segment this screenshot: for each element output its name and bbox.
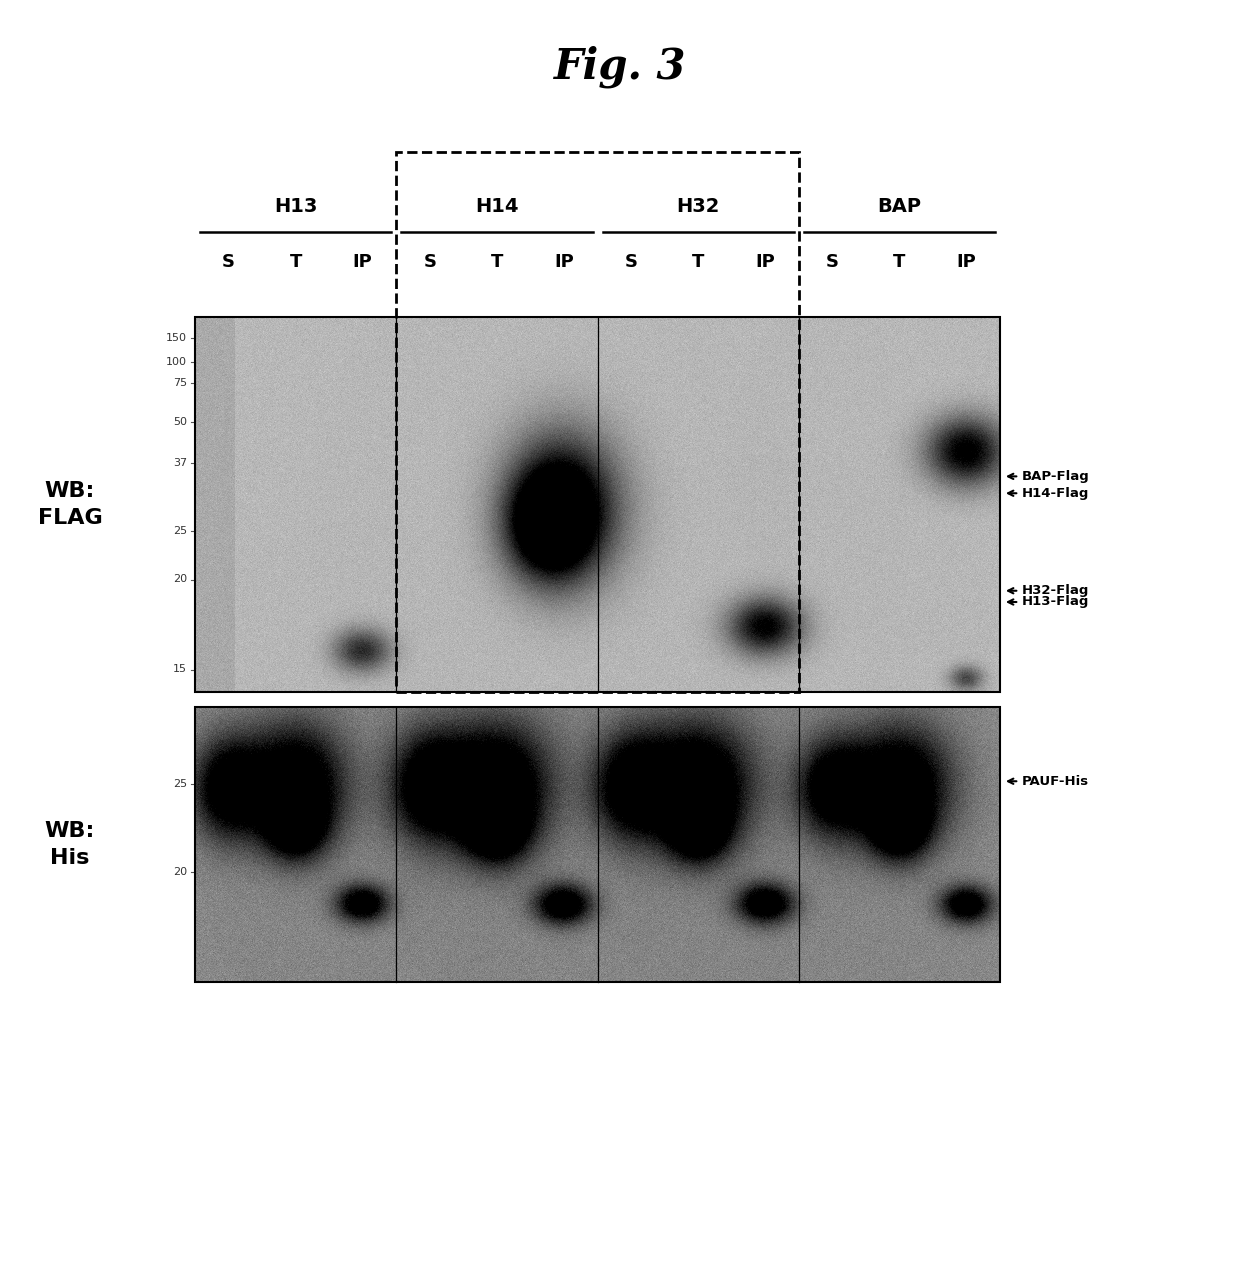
Text: H32: H32 [677, 197, 719, 216]
Text: IP: IP [755, 254, 775, 272]
Text: S: S [423, 254, 436, 272]
Text: H32-Flag: H32-Flag [1008, 584, 1090, 597]
Text: H14: H14 [475, 197, 518, 216]
Text: 100: 100 [166, 356, 187, 367]
Text: IP: IP [554, 254, 574, 272]
Text: 50: 50 [174, 417, 187, 427]
Text: WB:
FLAG: WB: FLAG [37, 481, 103, 528]
Text: S: S [826, 254, 838, 272]
Text: PAUF-His: PAUF-His [1008, 775, 1089, 788]
Text: S: S [625, 254, 637, 272]
Text: T: T [893, 254, 905, 272]
Text: 25: 25 [172, 779, 187, 789]
Text: 75: 75 [172, 377, 187, 387]
Text: H13: H13 [274, 197, 317, 216]
Text: IP: IP [956, 254, 976, 272]
Text: Fig. 3: Fig. 3 [554, 46, 686, 89]
Text: BAP-Flag: BAP-Flag [1008, 470, 1090, 483]
Text: T: T [692, 254, 704, 272]
Bar [195, 707, 999, 982]
Text: S: S [222, 254, 236, 272]
Text: 20: 20 [172, 574, 187, 584]
Text: 15: 15 [174, 664, 187, 674]
Text: IP: IP [353, 254, 372, 272]
Bar [397, 152, 799, 692]
Text: 150: 150 [166, 332, 187, 342]
Text: 20: 20 [172, 867, 187, 876]
Text: H14-Flag: H14-Flag [1008, 486, 1090, 499]
Bar [195, 317, 999, 692]
Text: BAP: BAP [878, 197, 921, 216]
Text: 25: 25 [172, 526, 187, 535]
Text: 37: 37 [172, 458, 187, 468]
Text: WB:
His: WB: His [45, 821, 95, 867]
Text: T: T [289, 254, 301, 272]
Text: H13-Flag: H13-Flag [1008, 596, 1090, 609]
Text: T: T [491, 254, 503, 272]
